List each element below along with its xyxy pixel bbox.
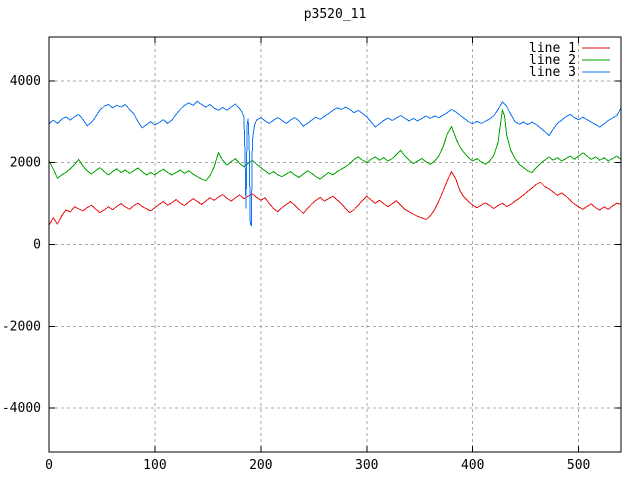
y-tick-label: -4000 <box>2 401 41 416</box>
x-tick-label: 500 <box>567 458 590 473</box>
grid-layer <box>49 37 621 452</box>
legend-label: line 1 <box>529 41 576 56</box>
series-layer <box>48 100 622 227</box>
x-tick-label: 100 <box>143 458 166 473</box>
x-tick-label: 200 <box>249 458 272 473</box>
axis-layer: 0 100 200 300 400 500 -4000 -2000 0 2000 4000 <box>2 36 622 473</box>
y-tick-label: 2000 <box>10 156 41 171</box>
y-tick-label: 4000 <box>10 74 41 89</box>
legend-label: line 3 <box>529 65 576 80</box>
legend-entry: line 1 <box>529 41 610 56</box>
series-line-1 <box>48 170 622 226</box>
x-tick-label: 300 <box>355 458 378 473</box>
plot-border <box>48 36 622 453</box>
series-line-3 <box>48 100 622 227</box>
x-tick-label: 400 <box>461 458 484 473</box>
y-tick-label: -2000 <box>2 319 41 334</box>
legend-entry: line 3 <box>529 65 610 80</box>
legend-label: line 2 <box>529 53 576 68</box>
x-tick-label: 0 <box>45 458 53 473</box>
chart-title: p3520_11 <box>304 7 367 22</box>
y-tick-label: 0 <box>33 238 41 253</box>
series-line-2 <box>48 108 622 182</box>
legend-entry: line 2 <box>529 53 610 68</box>
